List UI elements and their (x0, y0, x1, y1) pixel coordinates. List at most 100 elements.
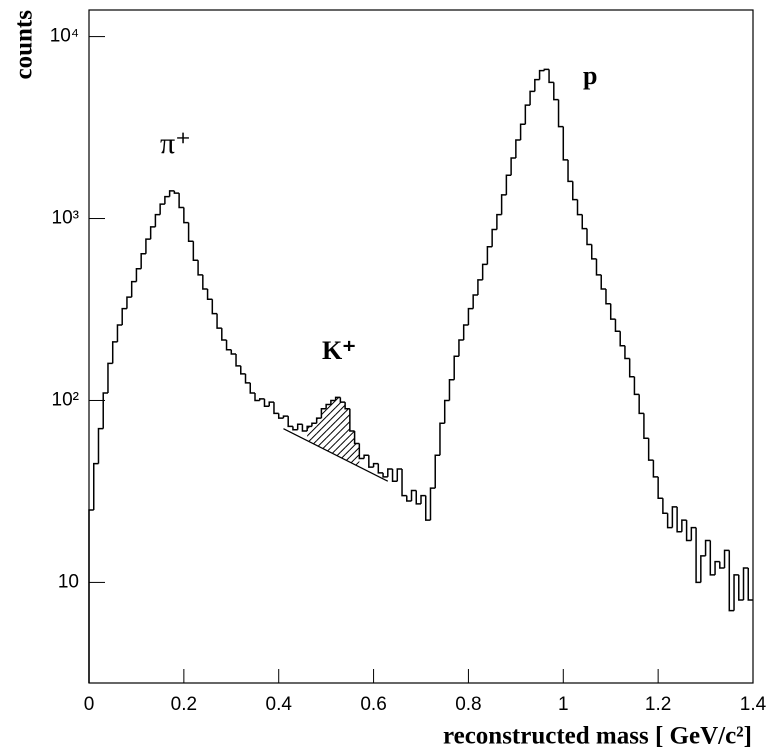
histogram-bin (472, 294, 478, 309)
histogram-bin (197, 260, 203, 276)
histogram-bin (353, 430, 360, 445)
histogram-bin (202, 274, 208, 290)
histogram-bin (277, 413, 284, 419)
histogram-bin (221, 328, 227, 341)
histogram-bin (126, 296, 132, 309)
peak-label: p (583, 61, 597, 90)
histogram-bin (619, 331, 625, 347)
histogram-bin (486, 245, 493, 265)
histogram-bin (282, 415, 289, 419)
histogram-bin (605, 288, 611, 305)
histogram-bin (671, 506, 678, 528)
histogram-bin (681, 519, 687, 532)
histogram-bin (420, 494, 426, 504)
histogram-bin (235, 354, 241, 367)
histogram-bin (723, 549, 730, 569)
histogram-bin (500, 194, 507, 215)
histogram-bin (643, 413, 649, 439)
histogram-bin (102, 392, 108, 429)
histogram-bin (557, 99, 564, 128)
x-tick-label: 1.4 (740, 694, 767, 715)
y-tick-label: 10² (52, 389, 79, 410)
histogram-bin (543, 68, 550, 71)
histogram-bin (410, 489, 417, 502)
histogram-bin (178, 193, 184, 209)
histogram-bin (230, 349, 237, 355)
histogram-bin (690, 526, 697, 541)
histogram-bin (306, 425, 312, 431)
histogram-bin (368, 455, 374, 468)
histogram-bin (458, 339, 464, 357)
histogram-bin (396, 468, 403, 482)
histogram-bin (633, 376, 640, 396)
histogram-bin (657, 476, 663, 500)
histogram-bin (111, 341, 118, 364)
histogram-bin (666, 513, 673, 529)
histogram-bin (647, 438, 654, 461)
histogram-bin (401, 469, 407, 497)
histogram-bin (538, 69, 545, 80)
histogram-bin (424, 495, 431, 521)
histogram-bin (567, 159, 573, 183)
x-tick-label: 0.2 (171, 694, 197, 715)
x-axis-title: reconstructed mass [ GeV/c²] (443, 723, 752, 750)
signal-hatch (330, 400, 336, 455)
histogram-bin (382, 472, 388, 478)
signal-hatch (345, 408, 350, 463)
histogram-bin (164, 195, 170, 205)
histogram-bin (453, 355, 459, 380)
histogram-bin (467, 307, 474, 325)
histogram-bin (695, 527, 701, 584)
x-tick-label: 1 (558, 694, 569, 715)
histogram-bin (590, 244, 597, 260)
histogram-bin (434, 454, 440, 489)
histogram-bin (363, 454, 369, 459)
histogram-bin (581, 214, 587, 230)
histogram-bin (624, 345, 630, 360)
x-tick-label: 0.6 (360, 694, 386, 715)
histogram-bin (130, 280, 137, 298)
histogram-bin (738, 574, 744, 601)
signal-hatch (321, 408, 327, 451)
x-tick-label: 0 (84, 694, 95, 715)
histogram-bin (311, 422, 317, 427)
histogram-bin (534, 78, 540, 92)
histogram-bin (206, 288, 213, 301)
histogram-bin (325, 403, 331, 409)
histogram-bin (406, 495, 412, 502)
histogram-bin (491, 228, 497, 247)
histogram-bin (548, 69, 554, 84)
x-tick-label: 1.2 (645, 694, 671, 715)
histogram-bin (187, 222, 194, 243)
histogram-bin (462, 324, 469, 340)
histogram-bin (344, 402, 350, 410)
histogram-bin (116, 324, 123, 342)
histogram-bin (372, 462, 379, 468)
histogram-bin (315, 417, 322, 424)
signal-hatch (307, 426, 312, 443)
histogram-bin (391, 469, 398, 482)
histogram-bin (529, 90, 535, 106)
histogram-bin (135, 267, 142, 282)
histogram-bin (448, 378, 455, 401)
histogram-bin (154, 213, 161, 227)
histogram-bin (258, 398, 265, 401)
histogram-bin (662, 498, 668, 514)
histogram-bin (92, 462, 99, 511)
histogram-bin (287, 416, 293, 428)
histogram-bin (263, 398, 270, 407)
histogram-bin (443, 399, 450, 424)
histogram-bin (145, 238, 151, 254)
histogram-bin (183, 207, 189, 224)
histogram-bin (240, 365, 246, 375)
y-tick-label: 10³ (52, 208, 79, 229)
histogram-bin (97, 427, 104, 464)
signal-hatch (349, 430, 355, 465)
histogram-bin (733, 574, 739, 611)
histogram-bin (676, 506, 682, 533)
histogram-bin (704, 539, 711, 556)
x-tick-label: 0.4 (266, 694, 293, 715)
plot-frame (88, 9, 754, 684)
histogram-bin (700, 555, 706, 583)
histogram-bin (211, 299, 218, 315)
